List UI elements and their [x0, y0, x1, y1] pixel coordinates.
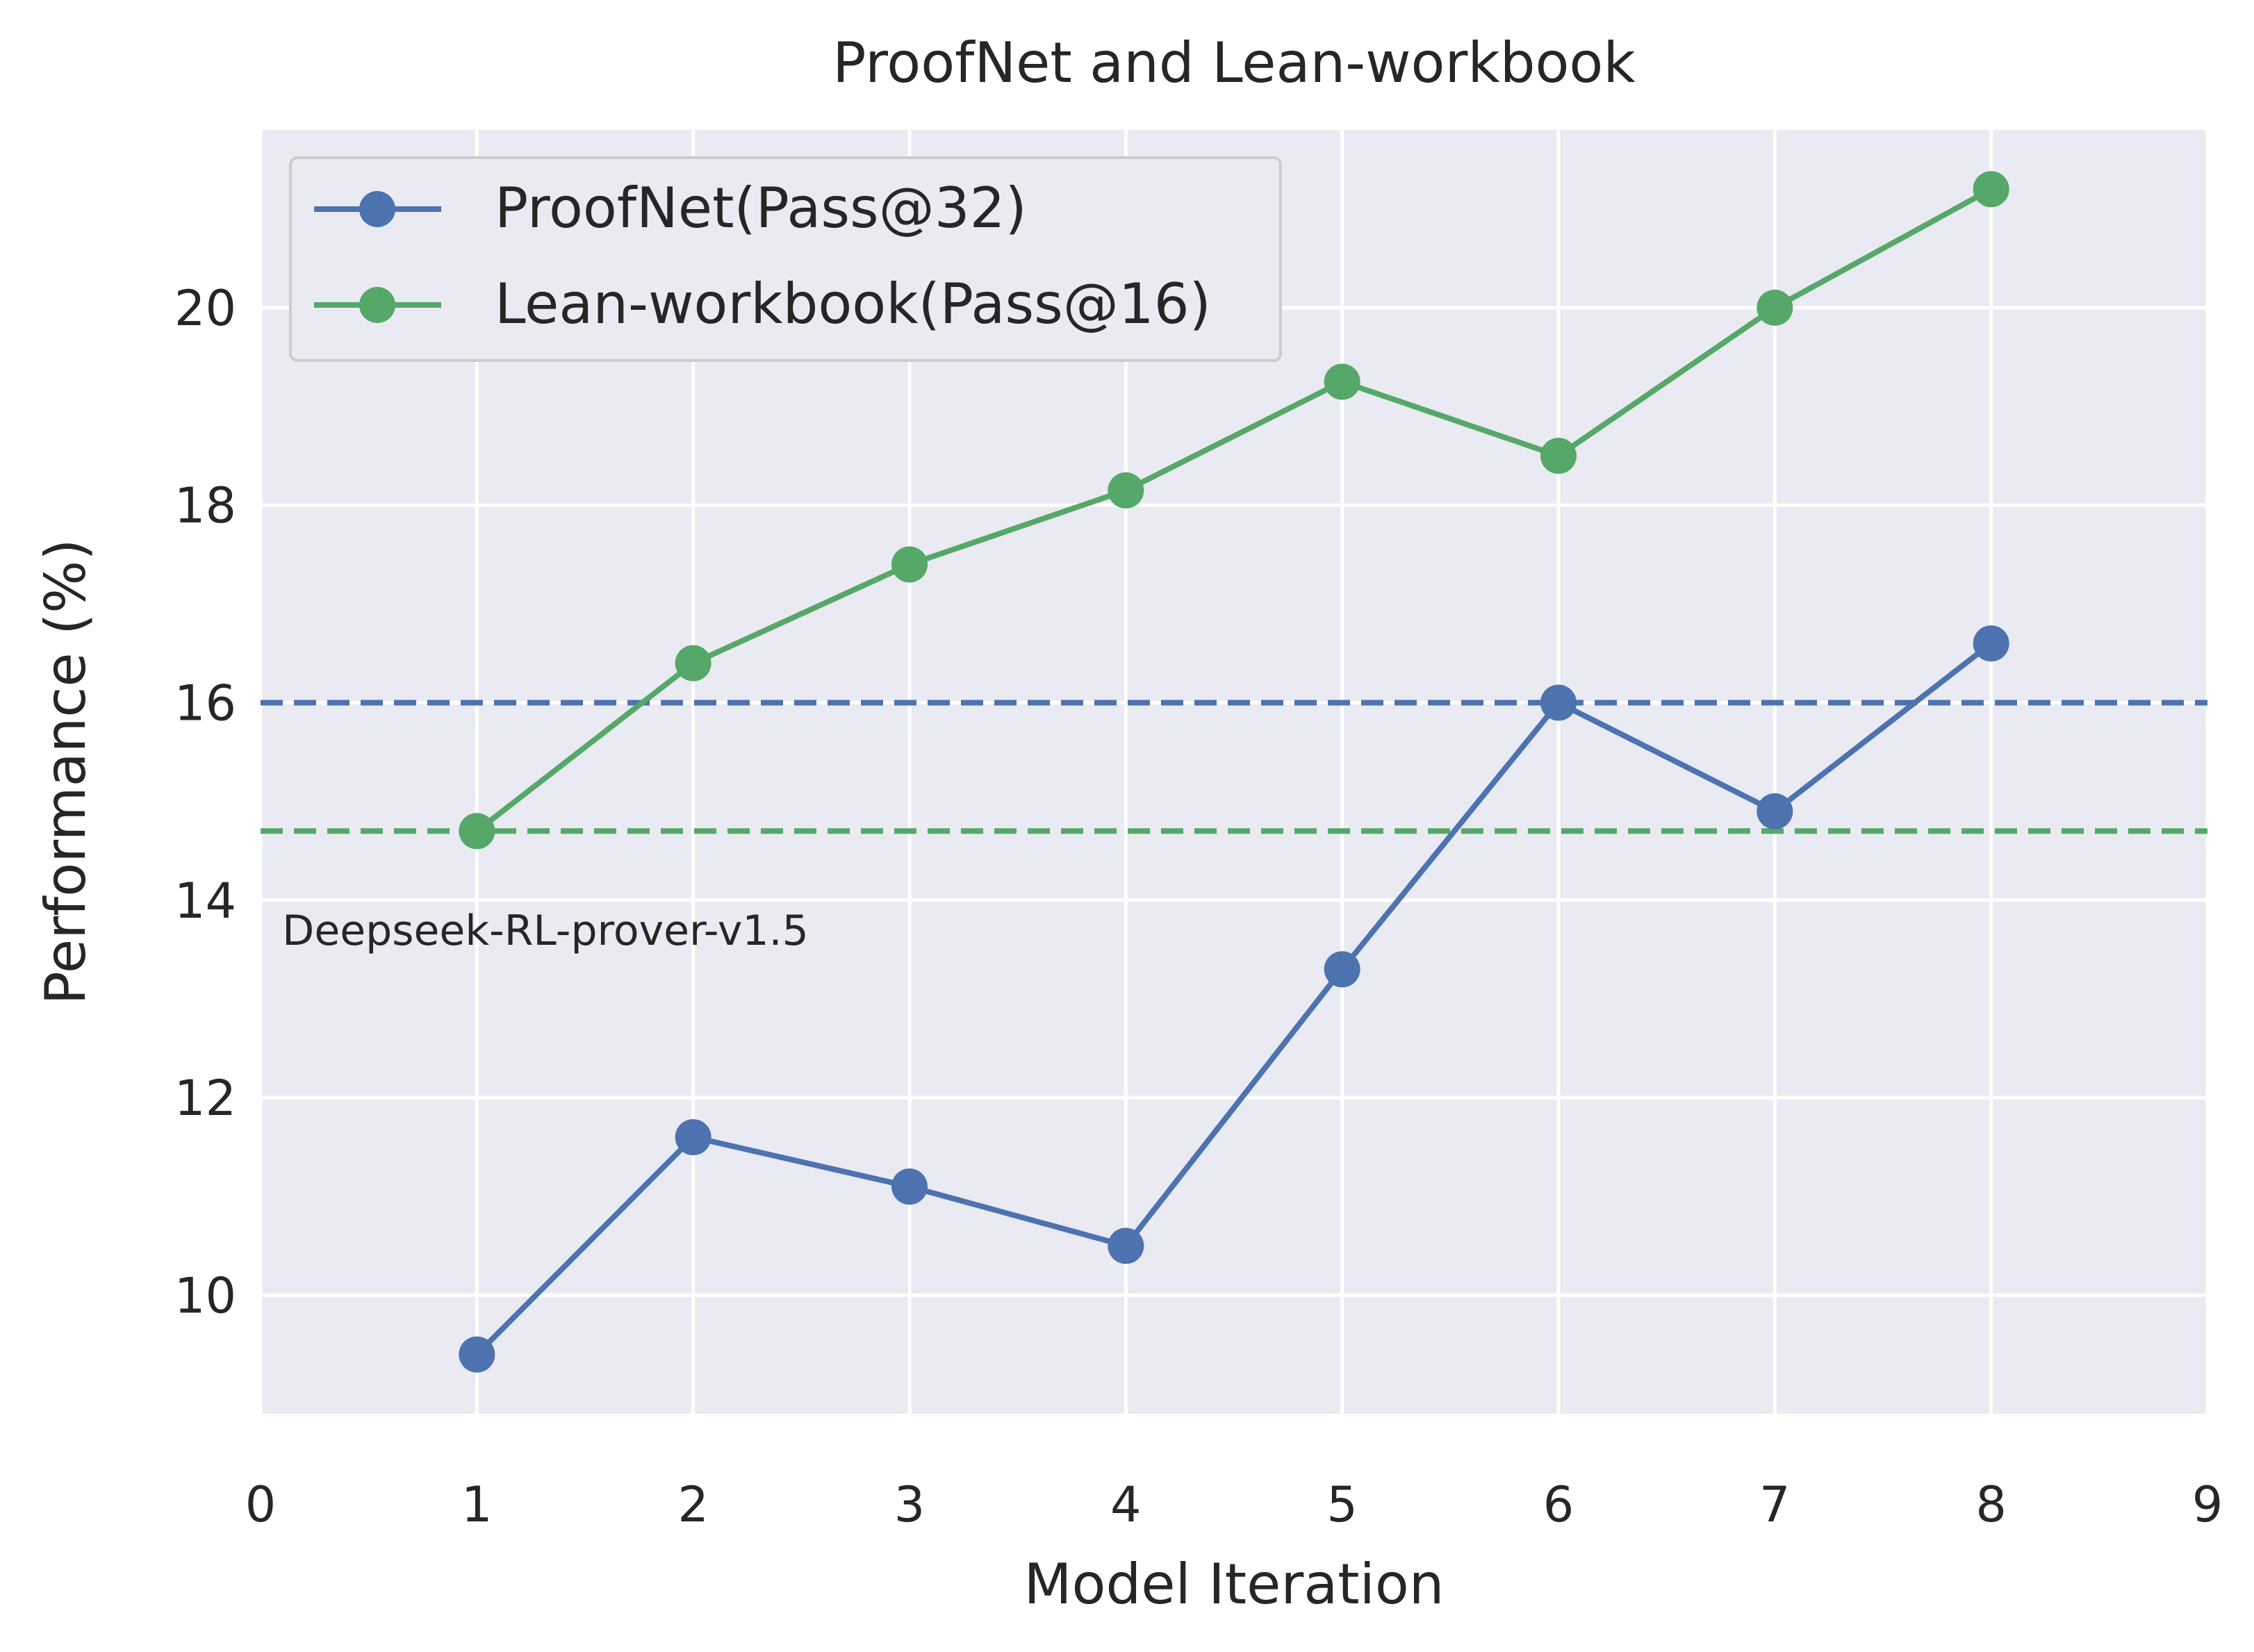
x-tick-label: 4	[1110, 1476, 1142, 1533]
x-tick-label: 2	[677, 1476, 709, 1533]
legend-marker	[359, 287, 395, 323]
data-point	[1757, 793, 1793, 829]
x-tick-label: 7	[1759, 1476, 1791, 1533]
data-point	[1324, 951, 1360, 988]
data-point	[891, 546, 928, 583]
legend: ProofNet(Pass@32) Lean-workbook(Pass@16)	[289, 156, 1282, 362]
legend-frame	[289, 156, 1282, 362]
data-point	[675, 1118, 711, 1155]
x-tick-label: 5	[1326, 1476, 1358, 1533]
x-tick-label: 8	[1975, 1476, 2007, 1533]
data-point	[459, 813, 495, 850]
data-point	[1973, 171, 2009, 208]
legend-marker	[359, 191, 395, 227]
x-tick-label: 6	[1543, 1476, 1574, 1533]
y-tick-label: 10	[174, 1267, 236, 1324]
data-point	[1108, 1228, 1144, 1264]
y-axis-label: Performance (%)	[33, 539, 98, 1005]
x-axis-label: Model Iteration	[1024, 1552, 1445, 1617]
y-tick-label: 12	[174, 1070, 236, 1127]
y-tick-label: 16	[174, 675, 236, 732]
data-point	[1540, 438, 1577, 474]
data-point	[1324, 363, 1360, 400]
data-point	[891, 1168, 928, 1205]
series	[459, 171, 2009, 1373]
reference-lines	[261, 700, 2207, 834]
series-line	[475, 186, 1993, 834]
chart-title: ProofNet and Lean-workbook	[832, 31, 1636, 95]
data-point	[1540, 684, 1577, 721]
legend-label: ProofNet(Pass@32)	[495, 176, 1027, 240]
series-line	[475, 641, 1993, 1357]
legend-label: Lean-workbook(Pass@16)	[495, 272, 1211, 336]
baseline-annotation: Deepseek-RL-prover-v1.5	[282, 907, 809, 955]
x-tick-label: 0	[245, 1476, 277, 1533]
data-point	[675, 645, 711, 682]
data-point	[1973, 625, 2009, 662]
x-tick-label: 9	[2192, 1476, 2223, 1533]
y-tick-label: 20	[174, 280, 236, 337]
y-tick-label: 18	[174, 477, 236, 534]
y-tick-label: 14	[174, 873, 236, 930]
x-tick-label: 3	[894, 1476, 926, 1533]
data-point	[1757, 289, 1793, 326]
data-point	[459, 1336, 495, 1373]
x-tick-label: 1	[461, 1476, 493, 1533]
data-point	[1108, 472, 1144, 509]
